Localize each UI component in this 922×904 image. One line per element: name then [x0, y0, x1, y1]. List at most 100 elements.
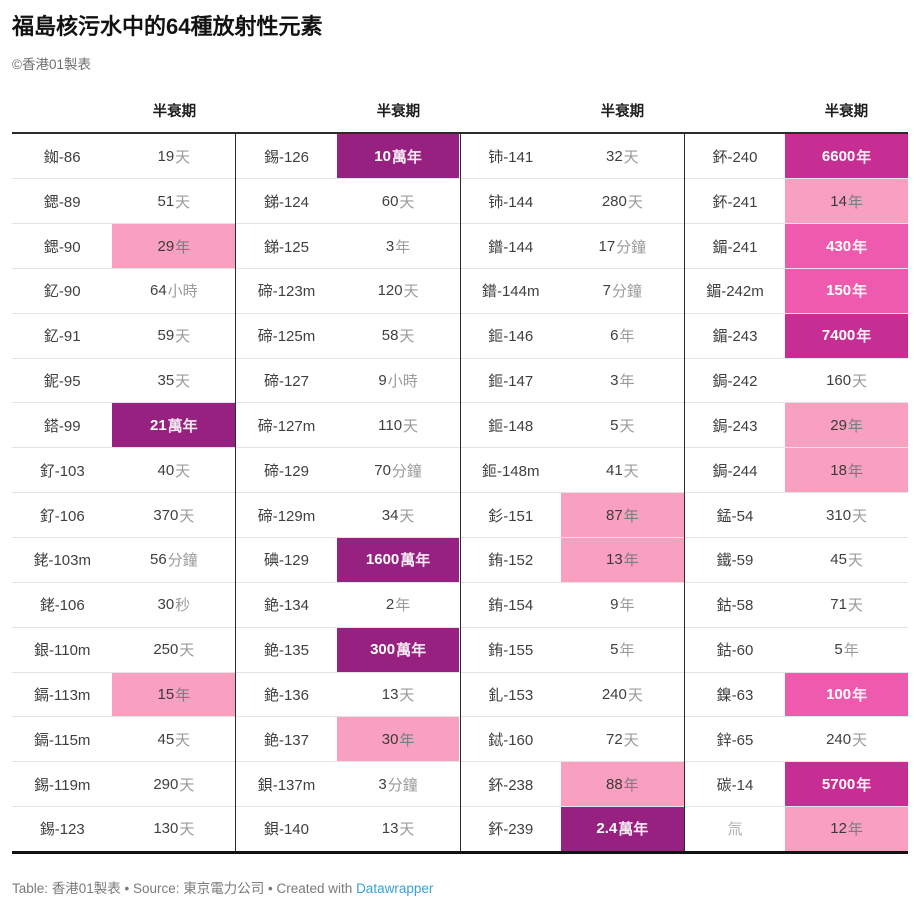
half-life-cell: 40 天	[112, 448, 235, 492]
table-row: 鈮-95 35 天	[12, 359, 236, 404]
table-row: 铈-141 32 天	[460, 134, 684, 180]
half-life-unit: 年	[623, 776, 639, 794]
element-name: 銪-155	[488, 642, 534, 660]
half-life-cell: 21 萬年	[112, 403, 236, 448]
element-name: 鉕-148m	[481, 462, 540, 480]
half-life-unit: 天	[852, 373, 868, 391]
half-life-cell: 15 年	[112, 672, 236, 717]
element-name: 氚	[727, 821, 743, 839]
half-life-value: 45	[830, 551, 847, 569]
element-name: 鉕-148	[488, 417, 534, 435]
half-life-cell: 59 天	[112, 314, 235, 358]
half-life-cell: 310 天	[785, 493, 908, 537]
table-row: 銻-124 60 天	[236, 179, 460, 225]
element-name: 鈷-60	[716, 642, 754, 660]
half-life-cell: 290 天	[112, 762, 235, 806]
half-life-value: 41	[605, 461, 623, 479]
table-row: 碲-123m 120 天	[236, 269, 460, 314]
half-life-value: 51	[157, 192, 175, 210]
half-life-cell: 3 分鐘	[337, 762, 460, 806]
element-name: 鐵-59	[716, 552, 754, 570]
half-life-unit: 萬年	[391, 148, 422, 166]
element-name: 鋅-65	[716, 731, 754, 749]
footer: Table: 香港01製表 • Source: 東京電力公司 • Created…	[12, 877, 908, 897]
page-title: 福島核污水中的64種放射性元素	[12, 14, 323, 39]
element-name: 鎇-241	[712, 238, 758, 256]
element-name: 鈈-238	[488, 776, 534, 794]
table-row: 釔-90 64 小時	[12, 269, 236, 314]
half-life-value: 70	[374, 461, 391, 479]
half-life-value: 29	[830, 416, 847, 434]
half-life-cell: 13 天	[337, 807, 460, 851]
half-life-cell: 34 天	[337, 493, 460, 537]
half-life-cell: 29 年	[785, 403, 908, 448]
table-row: 錫-126 10 萬年	[236, 134, 460, 180]
half-life-cell: 17 分鐘	[561, 224, 684, 268]
half-life-value: 5	[610, 641, 619, 659]
half-life-value: 240	[826, 730, 852, 748]
half-life-cell: 45 天	[112, 717, 235, 761]
half-life-unit: 天	[179, 642, 195, 660]
table-row: 鈈-241 14 年	[684, 179, 908, 225]
table-row: 鋇-140 13 天	[236, 807, 459, 851]
element-name: 鎘-113m	[34, 686, 91, 704]
table-row: 氚 12 年	[685, 807, 908, 851]
table-row: 銪-154 9 年	[460, 583, 684, 628]
half-life-value: 21	[149, 416, 167, 434]
element-name: 釕-106	[39, 507, 85, 525]
half-life-unit: 分鐘	[612, 283, 643, 301]
element-name: 銠-106	[39, 597, 85, 615]
half-life-cell: 87 年	[560, 493, 684, 537]
column-group-header: 半衰期	[460, 100, 684, 132]
half-life-value: 250	[153, 641, 179, 659]
table-row: 銀-110m 250 天	[12, 628, 236, 673]
half-life-cell: 41 天	[561, 448, 684, 492]
table-row: 碳-14 5700 年	[684, 762, 908, 808]
element-name: 碲-127m	[257, 417, 316, 435]
half-life-unit: 年	[847, 821, 863, 839]
half-life-value: 6600	[821, 147, 856, 165]
half-life-cell: 13 年	[560, 537, 684, 582]
half-life-value: 370	[153, 506, 179, 524]
half-life-value: 32	[605, 147, 623, 165]
half-life-value: 13	[381, 685, 399, 703]
half-life-value: 10	[374, 147, 391, 165]
element-name: 釕-103	[39, 462, 85, 480]
half-life-cell: 30 秒	[112, 583, 235, 627]
byline: ©香港01製表	[12, 57, 91, 73]
element-name: 鎇-243	[712, 328, 758, 346]
half-life-unit: 天	[847, 552, 863, 570]
half-life-cell: 60 天	[337, 179, 460, 223]
half-life-value: 100	[826, 685, 852, 703]
half-life-unit: 年	[856, 148, 872, 166]
half-life-cell: 2.4 萬年	[560, 807, 684, 851]
table-row: 鉕-147 3 年	[460, 359, 684, 404]
half-life-unit: 分鐘	[391, 462, 422, 480]
half-life-value: 71	[830, 596, 847, 614]
half-life-unit: 天	[403, 283, 419, 301]
half-life-value: 1600	[365, 551, 400, 569]
table-row: 鎝-99 21 萬年	[12, 403, 236, 449]
element-name: 鈮-95	[43, 373, 81, 391]
element-name: 錫-126	[263, 148, 309, 166]
table-row: 碲-129m 34 天	[236, 493, 460, 538]
element-name: 銫-136	[263, 686, 309, 704]
datawrapper-link[interactable]: Datawrapper	[356, 880, 434, 896]
table-row: 碲-127 9 小時	[236, 359, 460, 404]
half-life-cell: 7 分鐘	[561, 269, 684, 313]
half-life-unit: 年	[395, 238, 411, 256]
table-row: 鎘-115m 45 天	[12, 717, 236, 763]
half-life-value: 3	[385, 237, 395, 255]
half-life-cell: 30 年	[336, 717, 460, 762]
half-life-cell: 58 天	[337, 314, 460, 358]
half-life-unit: 天	[175, 193, 191, 211]
half-life-value: 6	[610, 327, 619, 345]
table-row: 鋦-244 18 年	[684, 448, 908, 494]
element-name: 錫-119m	[34, 776, 91, 794]
table-row: 鎇-243 7400 年	[684, 313, 908, 359]
table-header-row: 半衰期 半衰期 半衰期 半衰期	[12, 100, 908, 132]
half-life-unit: 天	[403, 417, 419, 435]
